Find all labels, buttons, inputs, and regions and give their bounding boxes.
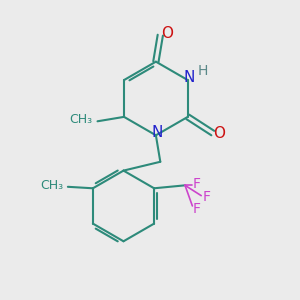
Text: CH₃: CH₃: [40, 179, 64, 192]
Text: O: O: [161, 26, 173, 41]
Text: O: O: [213, 126, 225, 141]
Text: CH₃: CH₃: [69, 113, 92, 126]
Text: F: F: [203, 190, 211, 204]
Text: N: N: [152, 125, 163, 140]
Text: H: H: [198, 64, 208, 78]
Text: F: F: [192, 177, 200, 191]
Text: N: N: [184, 70, 195, 85]
Text: F: F: [192, 202, 200, 216]
